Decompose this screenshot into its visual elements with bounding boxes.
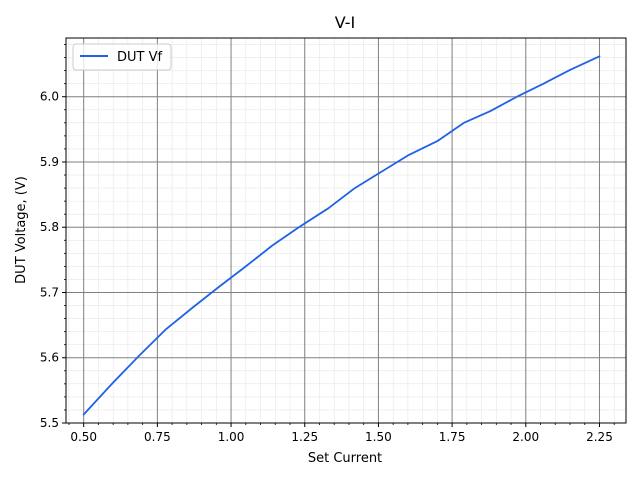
x-tick-label: 0.75 — [144, 430, 171, 444]
x-tick-label: 1.00 — [218, 430, 245, 444]
x-tick-label: 2.00 — [512, 430, 539, 444]
x-axis-ticks: 0.50 0.75 1.00 1.25 1.50 1.75 2.00 2.25 — [68, 423, 615, 444]
x-tick-label: 1.50 — [365, 430, 392, 444]
chart-title: V-I — [335, 13, 356, 32]
x-axis-label: Set Current — [308, 451, 382, 466]
legend: DUT Vf — [72, 43, 172, 71]
y-tick-label: 5.7 — [40, 285, 59, 299]
legend-box — [72, 43, 172, 71]
y-tick-label: 5.9 — [40, 155, 59, 169]
y-tick-label: 6.0 — [40, 90, 59, 104]
legend-label-dut-vf: DUT Vf — [117, 50, 162, 65]
x-tick-label: 1.75 — [439, 430, 466, 444]
x-tick-label: 0.50 — [70, 430, 97, 444]
plot-frame — [65, 37, 627, 424]
series-layer — [82, 55, 601, 416]
y-tick-label: 5.5 — [40, 416, 59, 430]
y-axis-label: DUT Voltage, (V) — [14, 176, 29, 284]
series-line-dut-vf — [82, 55, 601, 416]
y-tick-label: 5.6 — [40, 351, 59, 365]
x-tick-label: 1.25 — [291, 430, 318, 444]
x-tick-label: 2.25 — [586, 430, 613, 444]
y-axis-ticks: 5.5 5.6 5.7 5.8 5.9 6.0 — [40, 44, 66, 430]
y-tick-label: 5.8 — [40, 220, 59, 234]
